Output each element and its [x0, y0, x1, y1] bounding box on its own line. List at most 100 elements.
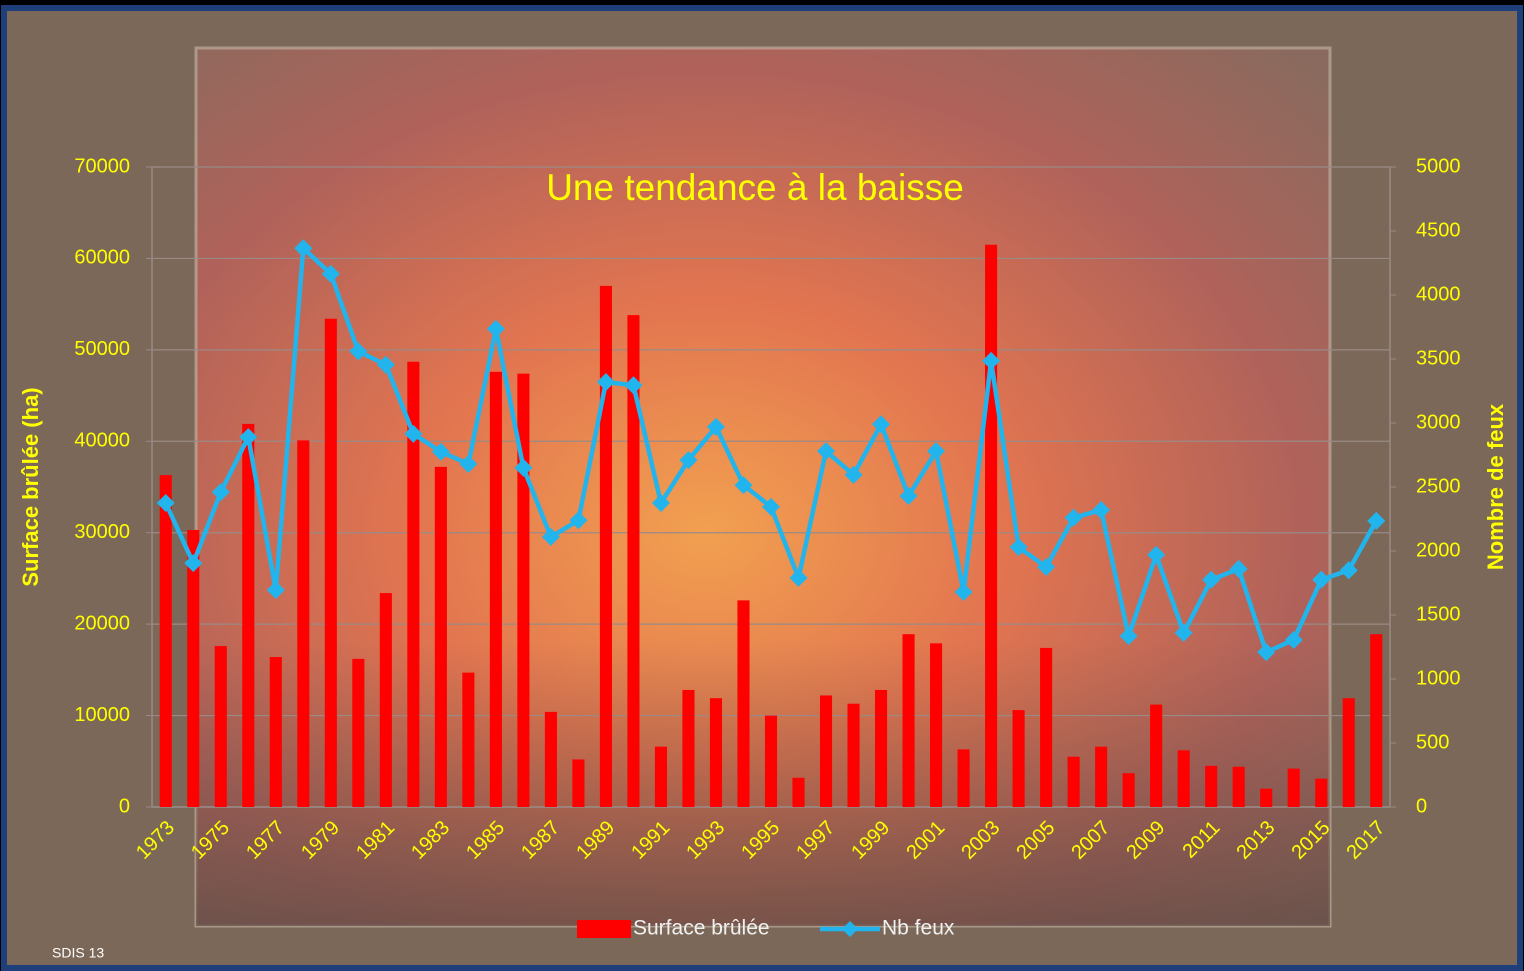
- bar: [187, 529, 200, 807]
- marker: [156, 494, 175, 512]
- bar: [489, 371, 502, 807]
- bar: [737, 600, 750, 807]
- bar: [1260, 788, 1273, 807]
- marker: [899, 486, 918, 505]
- marker: [679, 451, 698, 470]
- marker: [1257, 643, 1276, 662]
- marker: [624, 376, 643, 395]
- bar: [1122, 773, 1135, 807]
- marker: [1064, 508, 1083, 527]
- bar: [1342, 698, 1355, 807]
- y2-tick-label: 2000: [1416, 539, 1461, 561]
- bar: [654, 746, 668, 807]
- bar: [1150, 704, 1163, 807]
- marker: [184, 554, 203, 573]
- marker: [762, 497, 780, 516]
- y2-tick-label: 0: [1416, 795, 1427, 817]
- bar: [1315, 778, 1328, 807]
- bar: [627, 315, 640, 807]
- marker: [1119, 627, 1138, 646]
- marker: [1092, 501, 1111, 520]
- bar: [572, 759, 585, 807]
- y-tick-label: 60000: [74, 247, 130, 269]
- marker: [734, 476, 753, 495]
- y-tick-label: 20000: [74, 612, 130, 634]
- y-axis-label: Surface brûlée (ha): [18, 387, 43, 586]
- y-tick-label: 40000: [74, 430, 130, 452]
- marker: [459, 454, 478, 473]
- bar: [1095, 746, 1108, 807]
- y2-tick-label: 1000: [1416, 667, 1461, 689]
- legend-label: Surface brûlée: [633, 917, 770, 940]
- marker: [431, 442, 450, 461]
- footnote: SDIS 13: [52, 945, 104, 961]
- marker: [514, 458, 533, 477]
- legend-swatch: [577, 920, 631, 938]
- y2-tick-label: 1500: [1416, 603, 1461, 625]
- marker: [596, 373, 615, 392]
- y2-tick-label: 4500: [1416, 219, 1461, 241]
- marker: [569, 511, 588, 530]
- marker: [1202, 570, 1221, 589]
- marker: [872, 415, 891, 434]
- bar: [242, 423, 255, 807]
- y2-tick-label: 3500: [1416, 347, 1461, 369]
- y2-tick-label: 2500: [1416, 475, 1461, 497]
- bar: [682, 689, 695, 807]
- y2-tick-label: 4000: [1416, 283, 1461, 305]
- chart-title: Une tendance à la baisse: [546, 167, 964, 208]
- bar: [599, 285, 612, 807]
- marker: [651, 494, 670, 512]
- marker: [1367, 511, 1386, 530]
- bar: [1370, 634, 1383, 807]
- bar: [985, 244, 998, 807]
- y-tick-label: 10000: [74, 704, 130, 726]
- bar: [792, 777, 805, 807]
- bar: [957, 749, 970, 807]
- marker: [817, 442, 836, 461]
- bar: [819, 695, 833, 807]
- bar: [1067, 756, 1080, 807]
- marker: [927, 442, 946, 461]
- marker: [1229, 559, 1248, 578]
- marker: [1339, 561, 1358, 580]
- marker: [1284, 630, 1303, 649]
- bar: [159, 475, 172, 807]
- marker: [1312, 570, 1331, 589]
- bar: [544, 711, 557, 807]
- marker: [239, 428, 258, 447]
- bar: [434, 466, 447, 807]
- marker: [982, 351, 1001, 370]
- y-tick-label: 50000: [74, 338, 130, 360]
- marker: [541, 527, 560, 546]
- marker: [1147, 545, 1166, 564]
- y2-tick-label: 3000: [1416, 411, 1461, 433]
- bar: [764, 715, 778, 807]
- marker: [486, 319, 505, 338]
- marker: [1009, 538, 1028, 557]
- bar: [1012, 710, 1025, 807]
- bar: [874, 689, 888, 807]
- bar: [324, 318, 337, 807]
- y-tick-label: 70000: [74, 155, 130, 177]
- y-tick-label: 0: [119, 795, 130, 817]
- marker: [844, 465, 863, 484]
- bar: [930, 643, 943, 807]
- y2-tick-label: 5000: [1416, 155, 1461, 177]
- bar: [352, 658, 365, 807]
- bar: [709, 698, 723, 807]
- marker: [266, 581, 285, 600]
- bar: [407, 361, 420, 807]
- marker: [1174, 623, 1193, 642]
- y2-axis-label: Nombre de feux: [1483, 403, 1508, 570]
- bar: [902, 634, 915, 807]
- bar: [1040, 647, 1053, 807]
- y2-tick-label: 500: [1416, 731, 1449, 753]
- marker: [954, 582, 973, 601]
- bar: [462, 672, 475, 807]
- bar: [297, 440, 310, 807]
- marker: [789, 568, 808, 587]
- marker: [294, 239, 313, 258]
